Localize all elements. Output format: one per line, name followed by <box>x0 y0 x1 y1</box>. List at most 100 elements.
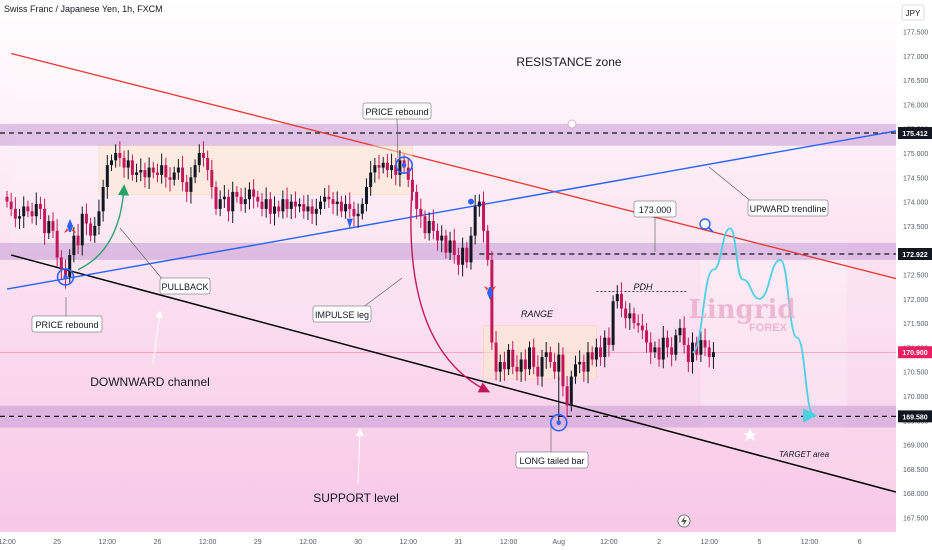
candle-body <box>189 177 193 192</box>
candle-body <box>181 167 185 183</box>
upper-range-box <box>98 145 413 195</box>
candle-body <box>172 172 176 180</box>
candle-body <box>197 153 201 166</box>
lightning-icon[interactable] <box>677 514 691 528</box>
y-tick-label: 168.000 <box>903 491 928 498</box>
channel-upper-line <box>11 52 896 280</box>
rebound-marker-1 <box>395 156 413 174</box>
candle-body <box>222 196 226 200</box>
long-tailed-bar-callout: LONG tailed bar <box>515 426 589 469</box>
candle-body <box>444 235 448 253</box>
candle-body <box>398 160 402 175</box>
candle-body <box>323 196 327 202</box>
candle-body <box>415 191 419 209</box>
candle-body <box>619 293 623 309</box>
candle-body <box>122 157 126 168</box>
candlesticks <box>5 141 715 426</box>
trend-touch-marker <box>346 218 353 229</box>
x-tick-label: Aug <box>553 539 566 546</box>
x-tick-label: 6 <box>858 539 862 546</box>
candle-body <box>130 160 134 175</box>
impulse-leg-label: IMPULSE leg <box>315 310 369 320</box>
candle-body <box>377 165 381 168</box>
candle-body <box>427 221 431 234</box>
time-axis-background <box>0 532 932 550</box>
candle-body <box>335 201 339 205</box>
candle-body <box>670 347 674 355</box>
x-tick-label: 12:00 <box>299 539 317 546</box>
resistance-zone <box>0 123 896 146</box>
candle-body <box>490 259 494 343</box>
candle-body <box>84 213 88 224</box>
candle-body <box>594 347 598 360</box>
candle-body <box>147 167 151 178</box>
candle-body <box>201 153 205 158</box>
candle-body <box>47 221 51 234</box>
candle-body <box>703 340 707 348</box>
price-badge-bg <box>898 410 932 423</box>
candle-body <box>678 327 682 336</box>
symbol-title[interactable]: Swiss Franc / Japanese Yen, 1h, FXCM <box>4 4 163 14</box>
candle-body <box>9 201 13 209</box>
currency-label[interactable]: JPY <box>906 9 921 18</box>
candle-body <box>206 157 210 171</box>
candle-body <box>214 187 218 209</box>
candle-body <box>247 189 251 200</box>
candle-body <box>176 167 180 173</box>
candle-body <box>707 347 711 358</box>
candle-body <box>536 366 540 377</box>
candle-body <box>582 361 586 372</box>
candle-body <box>607 337 611 345</box>
rocket-down-icon <box>484 286 496 300</box>
candle-body <box>578 361 582 365</box>
candle-body <box>30 211 34 217</box>
impulse-arrow <box>410 182 491 393</box>
candle-body <box>93 225 97 236</box>
candle-body <box>314 208 318 214</box>
candle-body <box>385 162 389 171</box>
candle-body <box>611 301 615 345</box>
x-tick-label: 2 <box>657 539 661 546</box>
zones <box>0 123 896 428</box>
pullback-callout: PULLBACK <box>119 227 211 295</box>
range-label: RANGE <box>521 309 554 319</box>
price-badge-label: 170.900 <box>902 350 927 357</box>
candle-body <box>101 187 105 212</box>
y-tick-label: 175.000 <box>903 151 928 158</box>
x-tick-label: 31 <box>455 539 463 546</box>
candle-body <box>151 167 155 173</box>
candle-body <box>139 170 143 173</box>
candle-body <box>260 201 264 209</box>
candle-body <box>440 235 444 241</box>
candle-body <box>168 177 172 180</box>
candle-body <box>473 206 477 236</box>
candle-body <box>68 255 72 277</box>
candle-body <box>231 191 235 212</box>
price-axis[interactable]: 177.500177.000176.500176.000175.500175.0… <box>903 30 928 523</box>
candle-body <box>569 376 573 406</box>
impulse-leg-callout: IMPULSE leg <box>312 277 403 323</box>
level-173-label: 173.000 <box>639 205 672 215</box>
x-tick-label: 26 <box>154 539 162 546</box>
y-tick-label: 177.000 <box>903 54 928 61</box>
x-tick-label: 12:00 <box>801 539 819 546</box>
y-tick-label: 177.500 <box>903 30 928 37</box>
support-level-label: SUPPORT level <box>313 491 399 505</box>
candle-body <box>482 201 486 231</box>
candle-body <box>252 189 256 197</box>
candle-body <box>210 170 214 188</box>
candle-body <box>43 208 47 234</box>
projection-path <box>692 227 818 423</box>
candle-body <box>126 160 130 168</box>
currency-button[interactable]: JPY <box>901 4 925 21</box>
candle-body <box>461 247 465 265</box>
trend-touch-dot <box>467 198 474 205</box>
time-axis[interactable]: 12:00 25 12:00 26 12:00 29 12:00 30 12:00 31 12:00… <box>0 539 862 546</box>
candle-body <box>114 153 118 161</box>
x-tick-label: 12:00 <box>199 539 217 546</box>
flag-icon <box>567 119 577 129</box>
candle-body <box>164 165 168 178</box>
candle-body <box>193 165 197 178</box>
candle-body <box>310 206 314 214</box>
